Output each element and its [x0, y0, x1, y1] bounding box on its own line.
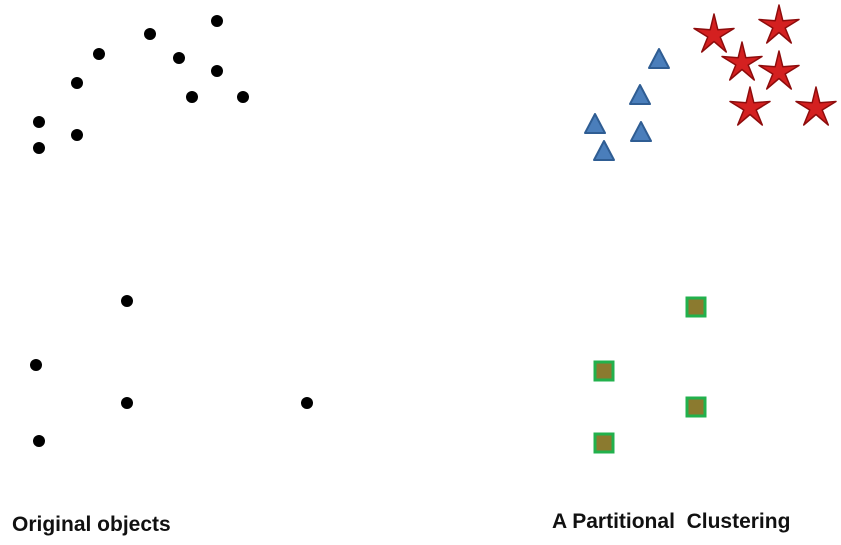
square-point	[685, 396, 707, 418]
object-point	[121, 295, 133, 307]
square-point	[685, 296, 707, 318]
triangle-point	[584, 113, 606, 134]
star-cluster	[693, 4, 837, 126]
square-point	[593, 432, 615, 454]
object-point	[71, 77, 83, 89]
triangle-cluster	[584, 48, 670, 161]
object-point	[211, 15, 223, 27]
object-point	[121, 397, 133, 409]
object-point	[211, 65, 223, 77]
object-point	[33, 142, 45, 154]
square-point	[593, 360, 615, 382]
partitional-clustering-caption: A Partitional Clustering	[552, 510, 791, 533]
object-point	[71, 129, 83, 141]
original-objects-caption: Original objects	[12, 513, 171, 536]
object-point	[173, 52, 185, 64]
star-point	[758, 4, 800, 44]
original-objects-panel	[30, 15, 313, 447]
star-point	[721, 41, 763, 81]
triangle-point	[593, 140, 615, 161]
triangle-point	[630, 121, 652, 142]
star-point	[795, 86, 837, 126]
object-point	[93, 48, 105, 60]
triangle-point	[629, 84, 651, 105]
object-point	[33, 116, 45, 128]
object-point	[237, 91, 249, 103]
square-cluster	[593, 296, 707, 454]
object-point	[301, 397, 313, 409]
object-point	[144, 28, 156, 40]
partitional-clustering-panel	[584, 4, 837, 454]
star-point	[693, 13, 735, 53]
star-point	[758, 50, 800, 90]
star-point	[729, 86, 771, 126]
object-point	[30, 359, 42, 371]
object-point	[186, 91, 198, 103]
object-point	[33, 435, 45, 447]
triangle-point	[648, 48, 670, 69]
